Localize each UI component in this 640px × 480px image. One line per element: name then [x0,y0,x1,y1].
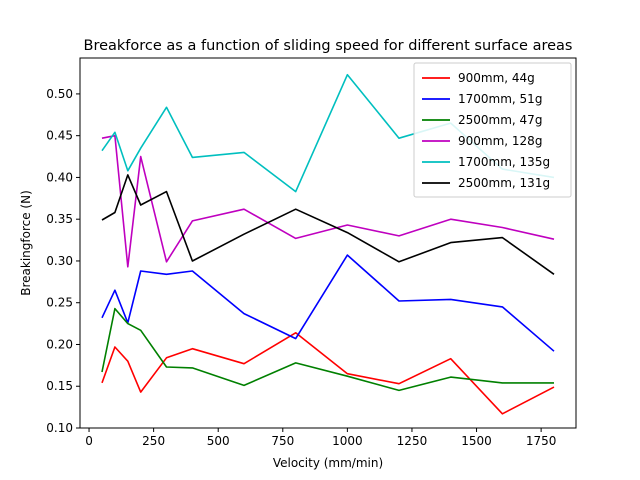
y-tick-label: 0.30 [46,254,73,268]
chart-title: Breakforce as a function of sliding spee… [84,38,573,54]
legend-box [413,62,572,198]
y-tick-label: 0.40 [46,170,73,184]
y-tick-label: 0.25 [46,296,73,310]
series-line-2 [101,254,555,352]
y-tick-label: 0.10 [46,421,73,435]
x-tick-label: 750 [271,434,294,448]
legend-label-5: 1700mm, 135g [458,155,550,169]
plot-frame [79,57,577,429]
x-axis-ticks: 0 250 500 750 1000 1250 1500 1750 [85,428,556,448]
x-tick-label: 0 [85,434,93,448]
series-line-3 [101,307,554,392]
legend-label-3: 2500mm, 47g [458,113,542,127]
y-tick-label: 0.20 [46,337,73,351]
x-axis-label: Velocity (mm/min) [273,456,383,470]
x-tick-label: 1500 [461,434,492,448]
y-tick-label: 0.50 [46,87,73,101]
legend-label-6: 2500mm, 131g [458,176,550,190]
x-tick-label: 1250 [397,434,428,448]
series-line-4 [101,134,555,268]
x-tick-label: 1000 [332,434,363,448]
x-tick-label: 500 [207,434,230,448]
y-tick-label: 0.15 [46,379,73,393]
y-axis-label: Breakingforce (N) [19,190,33,296]
legend-label-4: 900mm, 128g [458,134,542,148]
legend: 900mm, 44g 1700mm, 51g 2500mm, 47g 900mm, 1… [413,62,572,198]
legend-label-2: 1700mm, 51g [458,92,542,106]
series-layer [101,73,555,415]
y-tick-label: 0.45 [46,129,73,143]
series-line-1 [101,331,555,415]
y-axis-ticks: 0.10 0.15 0.20 0.25 0.30 0.35 0.40 0.45 0.50 [46,87,80,435]
x-tick-label: 1750 [526,434,557,448]
legend-label-1: 900mm, 44g [458,71,535,85]
series-line-6 [101,174,555,275]
x-tick-label: 250 [142,434,165,448]
y-tick-label: 0.35 [46,212,73,226]
